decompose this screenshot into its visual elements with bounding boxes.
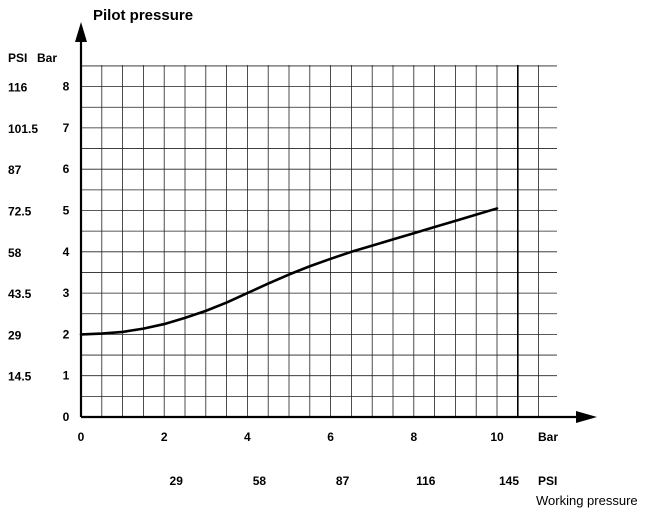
y-unit-primary: Bar (37, 51, 57, 65)
y-tick-label-bar: 2 (63, 327, 70, 341)
y-tick-label-bar: 1 (63, 369, 70, 383)
y-tick-label-psi: 72.5 (8, 205, 32, 219)
y-tick-label-psi: 87 (8, 163, 22, 177)
x-tick-label-psi: 145 (499, 474, 519, 488)
x-tick-label-bar: 0 (78, 430, 85, 444)
y-tick-label-bar: 0 (63, 410, 70, 424)
y-tick-label-bar: 6 (63, 162, 70, 176)
x-tick-label-psi: 29 (170, 474, 184, 488)
series-line (79, 207, 499, 336)
x-axis-arrow (576, 411, 597, 423)
y-tick-label-bar: 3 (63, 286, 70, 300)
y-unit-secondary: PSI (8, 51, 27, 65)
chart-series (79, 207, 499, 336)
x-tick-label-psi: 87 (336, 474, 350, 488)
y-tick-label-psi: 29 (8, 328, 22, 342)
y-tick-label-psi: 116 (8, 81, 28, 95)
y-axis-title: Pilot pressure (93, 7, 193, 24)
chart-ticks: 0 2 4 6 8 10 29 58 87 116 145 0 1 2 3 4 5 6 7 8 14.5 29 43.5 58… (8, 80, 519, 488)
x-tick-label-psi: 58 (253, 474, 267, 488)
x-tick-label-psi: 116 (416, 474, 436, 488)
x-tick-label-bar: 8 (410, 430, 417, 444)
y-tick-label-psi: 101.5 (8, 122, 38, 136)
y-tick-label-psi: 14.5 (8, 370, 32, 384)
x-unit-secondary: PSI (538, 474, 557, 488)
x-unit-primary: Bar (538, 430, 558, 444)
y-tick-label-bar: 8 (63, 80, 70, 94)
x-tick-label-bar: 2 (161, 430, 168, 444)
y-tick-label-psi: 58 (8, 246, 22, 260)
x-tick-label-bar: 6 (327, 430, 334, 444)
x-tick-label-bar: 4 (244, 430, 251, 444)
x-tick-label-bar: 10 (490, 430, 504, 444)
y-axis-arrow (75, 22, 87, 42)
chart-labels: Pilot pressure PSI Bar Bar PSI Working p… (8, 7, 638, 508)
y-tick-label-bar: 4 (63, 245, 70, 259)
chart-axes (75, 22, 597, 423)
y-tick-label-bar: 7 (63, 121, 70, 135)
x-axis-title: Working pressure (536, 493, 638, 508)
y-tick-label-psi: 43.5 (8, 287, 32, 301)
chart-grid (81, 65, 557, 417)
y-tick-label-bar: 5 (63, 204, 70, 218)
